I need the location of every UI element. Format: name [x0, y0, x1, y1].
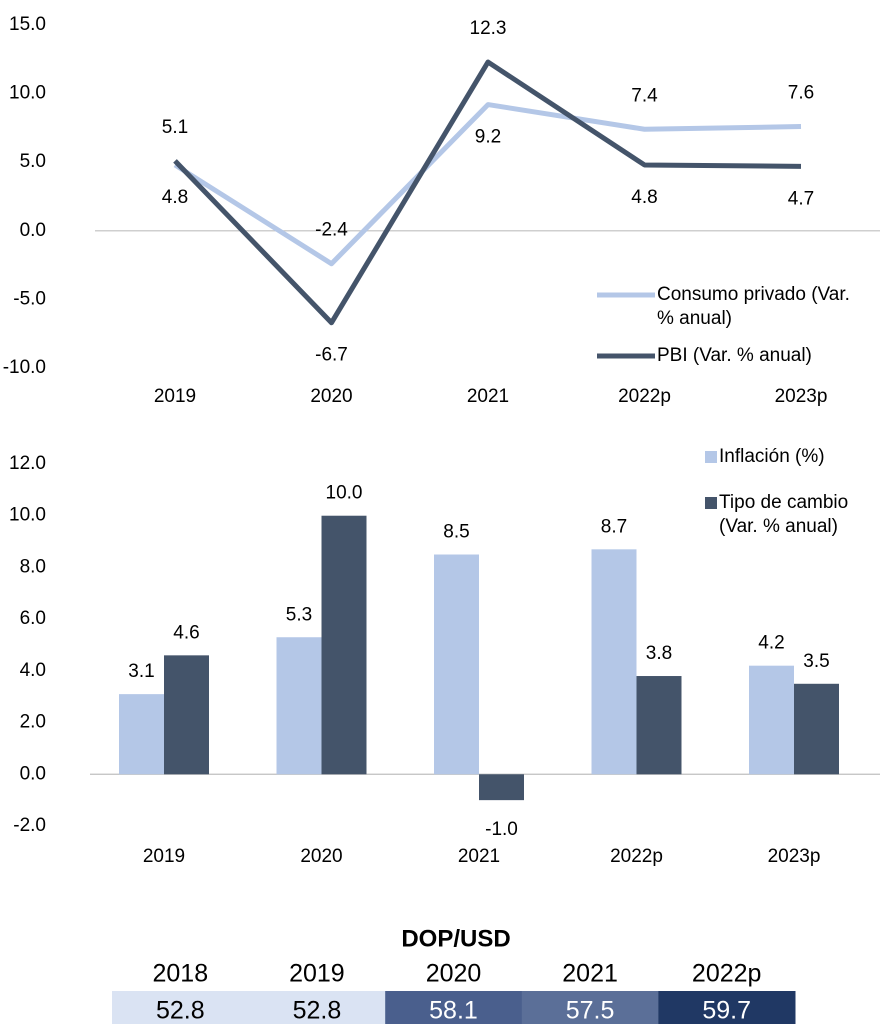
table-cell	[112, 991, 250, 1024]
line-series	[173, 102, 802, 267]
data-label: -6.7	[315, 345, 348, 366]
legend-label: PBI (Var. % anual)	[657, 345, 812, 366]
y-tick-label: 12.0	[9, 453, 46, 474]
data-label: -1.0	[485, 819, 518, 840]
bar	[749, 665, 794, 775]
bar	[276, 637, 322, 775]
bar	[434, 554, 479, 775]
bar	[321, 515, 367, 775]
data-label: 3.8	[646, 643, 672, 664]
x-tick-label: 2023p	[775, 386, 828, 407]
y-tick-label: 5.0	[20, 151, 46, 172]
line-series	[173, 59, 802, 326]
x-tick-label: 2022p	[618, 386, 671, 407]
table-header: 2022p	[692, 960, 762, 988]
legend-swatch	[705, 497, 717, 509]
table-value: 52.8	[293, 997, 342, 1024]
y-tick-label: 0.0	[20, 763, 46, 784]
data-label: 4.7	[788, 188, 814, 209]
table-header: 2018	[152, 960, 208, 988]
x-tick-label: 2021	[467, 386, 509, 407]
data-label: -2.4	[315, 220, 348, 241]
table-value: 59.7	[702, 997, 751, 1024]
x-tick-label: 2019	[143, 846, 185, 867]
y-tick-label: -5.0	[13, 288, 46, 309]
table-cell	[385, 991, 523, 1024]
data-label: 4.8	[631, 187, 657, 208]
table-header: 2019	[289, 960, 345, 988]
bar	[479, 774, 524, 801]
data-label: 7.4	[631, 85, 658, 106]
data-label: 8.5	[443, 522, 469, 543]
data-label: 10.0	[326, 483, 363, 504]
y-tick-label: -2.0	[13, 815, 46, 836]
y-tick-label: 8.0	[20, 556, 46, 577]
y-tick-label: -10.0	[3, 357, 46, 378]
y-tick-label: 2.0	[20, 712, 46, 733]
data-label: 3.1	[128, 661, 154, 682]
data-label: 9.2	[475, 127, 501, 148]
table-header: 2020	[426, 960, 482, 988]
data-label: 8.7	[601, 516, 627, 537]
data-label: 5.3	[286, 604, 312, 625]
data-label: 5.1	[162, 117, 188, 138]
x-tick-label: 2020	[300, 846, 342, 867]
x-tick-label: 2020	[310, 386, 352, 407]
legend-swatch	[705, 451, 717, 463]
bar	[636, 676, 682, 775]
table-value: 52.8	[156, 997, 205, 1024]
y-tick-label: 15.0	[9, 14, 46, 35]
x-tick-label: 2022p	[610, 846, 663, 867]
y-tick-label: 0.0	[20, 220, 46, 241]
x-tick-label: 2019	[154, 386, 196, 407]
table-cell	[248, 991, 386, 1024]
bar	[591, 549, 637, 775]
data-label: 3.5	[803, 651, 829, 672]
table-value: 57.5	[566, 997, 615, 1024]
legend-label: Inflación (%)	[719, 446, 825, 467]
x-tick-label: 2021	[458, 846, 500, 867]
table-value: 58.1	[429, 997, 478, 1024]
y-tick-label: 10.0	[9, 505, 46, 526]
table-cell	[521, 991, 659, 1024]
legend-label: Consumo privado (Var. % anual)	[657, 284, 850, 329]
data-label: 4.2	[758, 633, 784, 654]
y-tick-label: 6.0	[20, 608, 46, 629]
bar	[119, 694, 164, 775]
y-tick-label: 10.0	[9, 83, 46, 104]
data-label: 4.8	[162, 187, 188, 208]
data-label: 12.3	[470, 18, 507, 39]
bar	[164, 655, 209, 775]
legend-label: Tipo de cambio (Var. % anual)	[719, 492, 849, 537]
data-label: 7.6	[788, 83, 814, 104]
bar	[794, 683, 839, 775]
x-tick-label: 2023p	[768, 846, 821, 867]
data-label: 4.6	[173, 622, 199, 643]
table-header: 2021	[562, 960, 618, 988]
table-cell	[658, 991, 796, 1024]
y-tick-label: 4.0	[20, 660, 46, 681]
table-title: DOP/USD	[401, 925, 510, 952]
